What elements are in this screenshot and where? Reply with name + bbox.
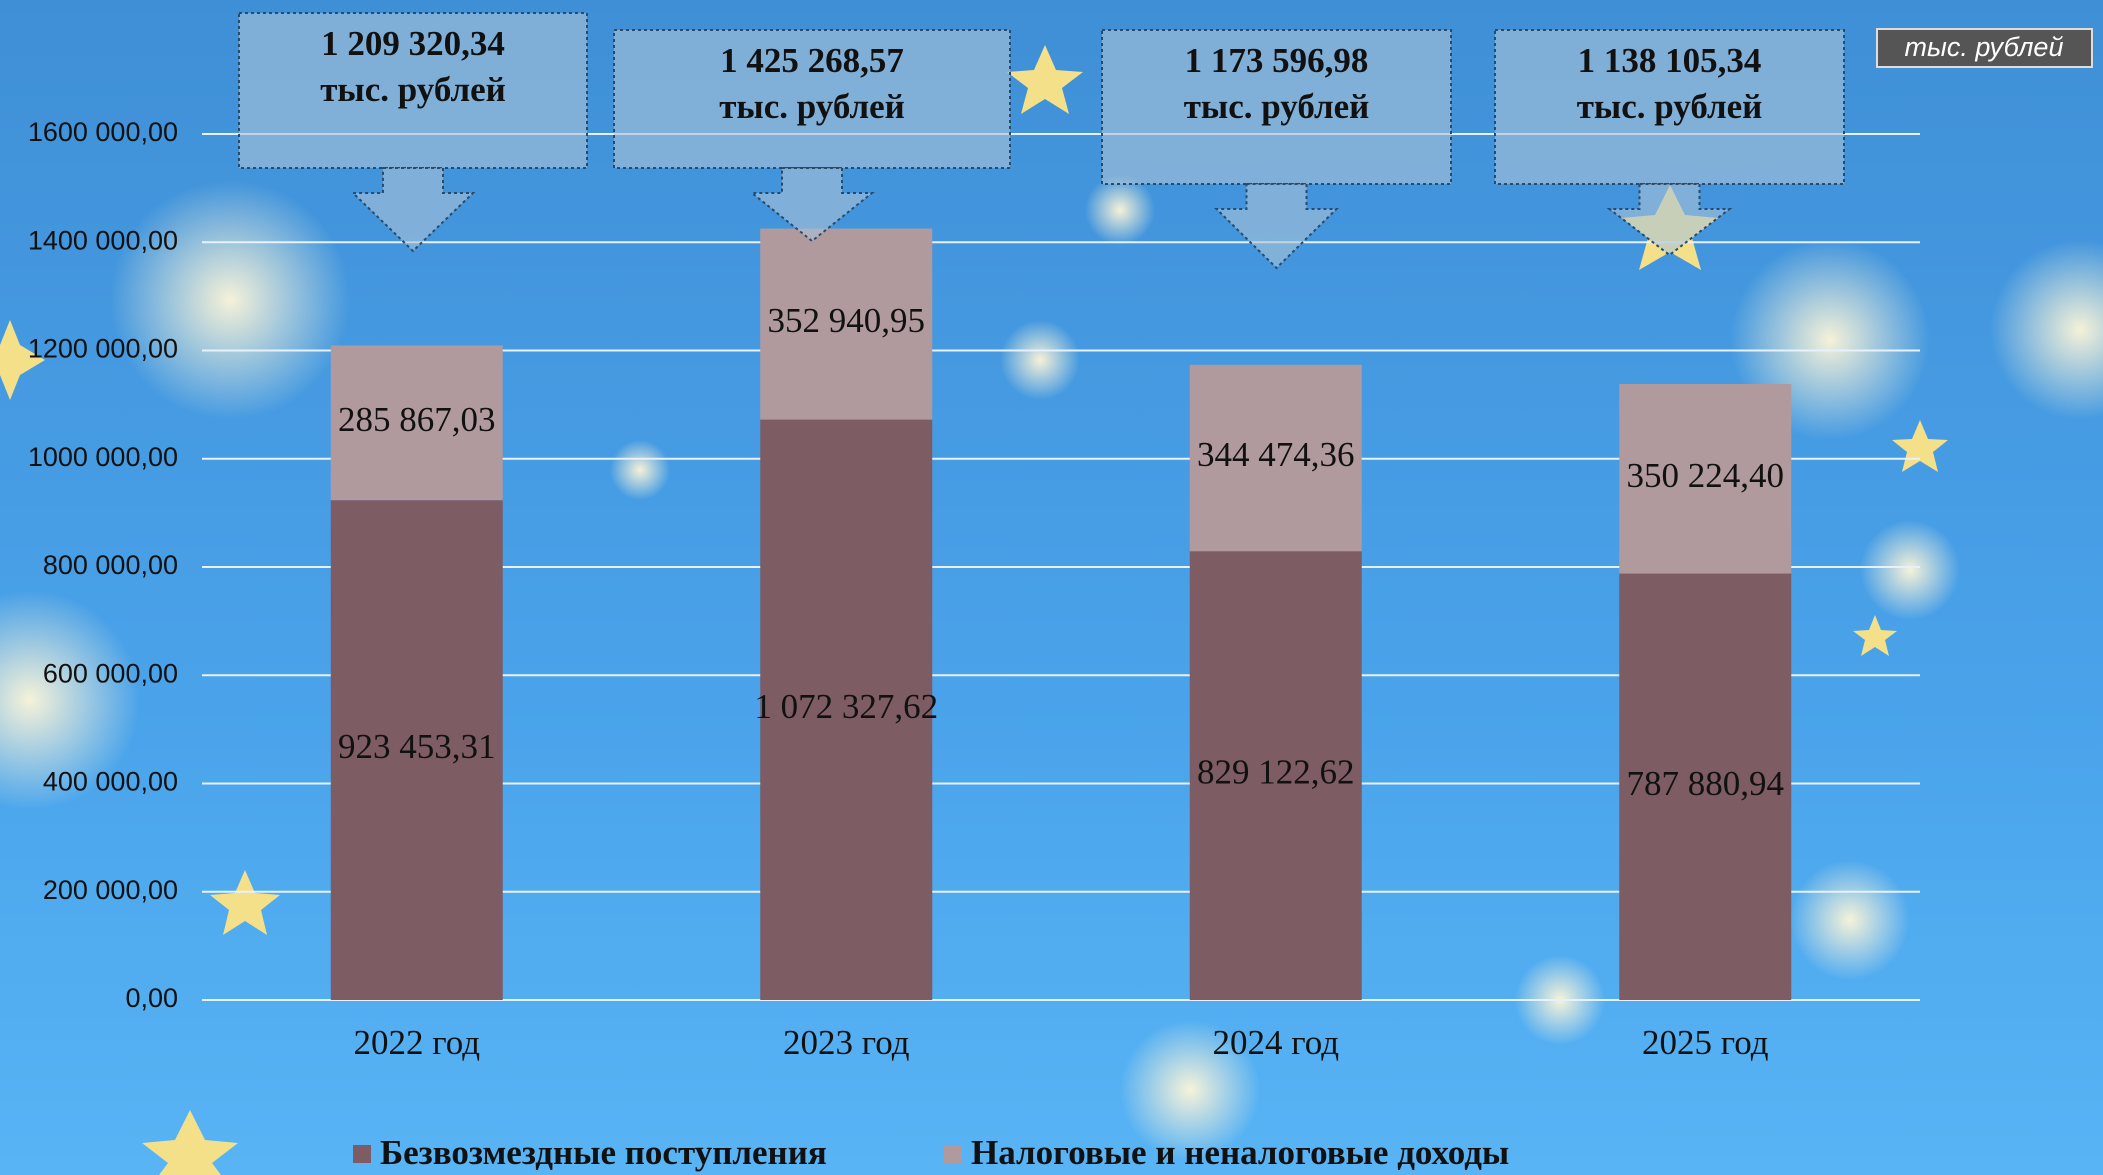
data-label: 923 453,31 [338, 727, 496, 766]
data-label: 344 474,36 [1197, 435, 1355, 474]
callout-total: 1 425 268,57 [720, 41, 904, 80]
chart: тыс. рублей 0,00 200 000,00 400 000,00 600 … [0, 0, 2103, 1175]
y-tick-label: 1000 000,00 [28, 442, 178, 472]
y-tick-label: 1400 000,00 [28, 225, 178, 255]
y-tick-label: 200 000,00 [43, 875, 178, 905]
y-tick-label: 800 000,00 [43, 550, 178, 580]
legend-swatch [944, 1145, 962, 1163]
callout-total: 1 173 596,98 [1185, 41, 1369, 80]
callout-unit: тыс. рублей [1577, 87, 1763, 126]
data-label: 350 224,40 [1627, 456, 1785, 495]
y-tick-label: 1600 000,00 [28, 117, 178, 147]
legend-swatch [353, 1145, 371, 1163]
data-label: 787 880,94 [1627, 764, 1785, 803]
legend-label: Безвозмездные поступления [380, 1133, 827, 1172]
callout-unit: тыс. рублей [1184, 87, 1370, 126]
x-tick-label: 2023 год [783, 1023, 910, 1062]
y-tick-label: 0,00 [125, 983, 178, 1013]
unit-label: тыс. рублей [1905, 32, 2064, 62]
callout-total: 1 209 320,34 [321, 24, 505, 63]
callout-unit: тыс. рублей [719, 87, 905, 126]
x-tick-label: 2022 год [353, 1023, 480, 1062]
y-tick-label: 1200 000,00 [28, 334, 178, 364]
page: тыс. рублей 0,00 200 000,00 400 000,00 600 … [0, 0, 2103, 1175]
x-tick-label: 2024 год [1212, 1023, 1339, 1062]
data-label: 829 122,62 [1197, 753, 1355, 792]
callout-total: 1 138 105,34 [1578, 41, 1762, 80]
x-tick-label: 2025 год [1642, 1023, 1769, 1062]
data-label: 285 867,03 [338, 400, 496, 439]
data-label: 1 072 327,62 [754, 687, 938, 726]
data-label: 352 940,95 [768, 301, 926, 340]
y-tick-label: 600 000,00 [43, 658, 178, 688]
legend-label: Налоговые и неналоговые доходы [971, 1133, 1509, 1172]
callout-unit: тыс. рублей [320, 70, 506, 109]
y-tick-label: 400 000,00 [43, 767, 178, 797]
